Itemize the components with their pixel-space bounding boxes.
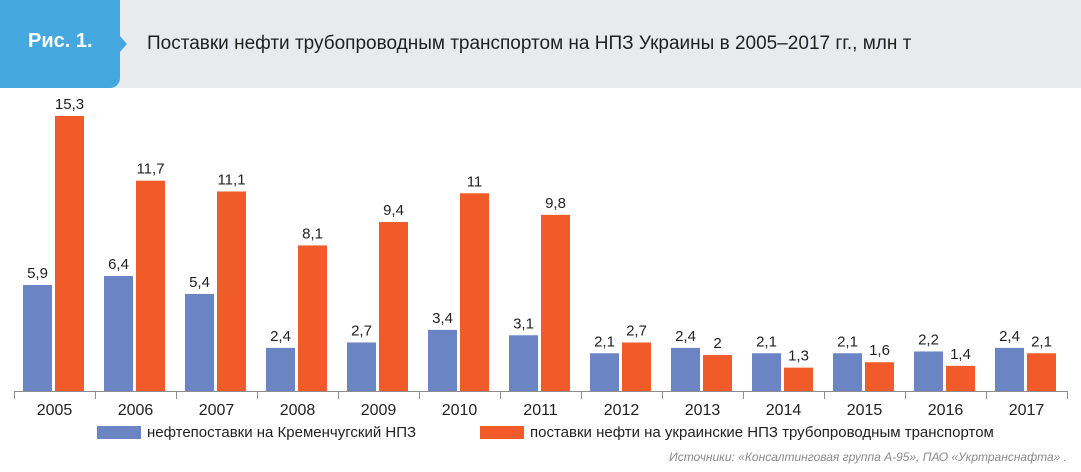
data-label-series-1-2009: 2,7 bbox=[351, 322, 372, 339]
legend-item-series-1: нефтепоставки на Кременчугский НПЗ bbox=[97, 424, 416, 441]
data-label-series-2-2013: 2 bbox=[713, 335, 721, 352]
data-label-series-1-2016: 2,2 bbox=[918, 331, 939, 348]
bar-series-1-2012 bbox=[590, 353, 619, 391]
data-label-series-1-2012: 2,1 bbox=[594, 333, 615, 350]
data-label-series-2-2015: 1,6 bbox=[869, 342, 890, 359]
legend: нефтепоставки на Кременчугский НПЗ поста… bbox=[0, 424, 1081, 446]
data-label-series-2-2008: 8,1 bbox=[302, 225, 323, 242]
data-label-series-2-2009: 9,4 bbox=[383, 202, 404, 219]
bar-series-1-2017 bbox=[995, 347, 1024, 391]
data-label-series-1-2008: 2,4 bbox=[270, 328, 291, 345]
bar-series-1-2014 bbox=[752, 353, 781, 391]
legend-label-series-1: нефтепоставки на Кременчугский НПЗ bbox=[147, 424, 417, 441]
x-tick-label-2008: 2008 bbox=[280, 402, 316, 419]
data-label-series-2-2007: 11,1 bbox=[217, 171, 245, 188]
bar-series-1-2015 bbox=[833, 353, 862, 391]
x-tick-label-2011: 2011 bbox=[523, 402, 558, 419]
x-tick-label-2016: 2016 bbox=[928, 402, 964, 419]
bar-series-2-2008 bbox=[298, 245, 327, 391]
x-tick-label-2009: 2009 bbox=[361, 402, 397, 419]
legend-swatch-series-1 bbox=[97, 426, 141, 439]
legend-swatch-series-2 bbox=[480, 426, 524, 439]
data-label-series-2-2017: 2,1 bbox=[1031, 333, 1052, 350]
bar-series-2-2005 bbox=[55, 116, 84, 391]
data-label-series-1-2013: 2,4 bbox=[675, 328, 696, 345]
bar-series-2-2016 bbox=[946, 365, 975, 391]
bar-series-1-2007 bbox=[185, 293, 214, 391]
bar-series-2-2009 bbox=[379, 222, 408, 391]
bar-series-1-2005 bbox=[23, 284, 52, 391]
figure-number: Рис. 1. bbox=[28, 30, 93, 52]
bar-series-2-2017 bbox=[1027, 353, 1056, 391]
data-label-series-2-2014: 1,3 bbox=[788, 348, 809, 365]
bar-series-2-2011 bbox=[541, 214, 570, 391]
bar-series-1-2008 bbox=[266, 347, 295, 391]
data-label-series-2-2012: 2,7 bbox=[626, 322, 647, 339]
bar-chart: 5,9 15,3 2005 6,4 11,7 2006 5,4 11,1 2007 2,4 8,1 2… bbox=[14, 96, 1068, 419]
data-label-series-2-2006: 11,7 bbox=[136, 161, 164, 178]
bar-series-2-2014 bbox=[784, 367, 813, 391]
legend-item-series-2: поставки нефти на украинские НПЗ трубопр… bbox=[480, 424, 994, 441]
legend-label-series-2: поставки нефти на украинские НПЗ трубопр… bbox=[530, 424, 994, 441]
data-label-series-1-2010: 3,4 bbox=[432, 310, 453, 327]
bar-series-1-2010 bbox=[428, 329, 457, 391]
bar-series-1-2016 bbox=[914, 351, 943, 391]
data-label-series-1-2005: 5,9 bbox=[27, 265, 48, 282]
bar-series-2-2012 bbox=[622, 342, 651, 391]
bar-series-2-2006 bbox=[136, 180, 165, 391]
badge-arrow-icon bbox=[119, 35, 127, 53]
data-label-series-1-2014: 2,1 bbox=[756, 333, 777, 350]
bar-series-2-2007 bbox=[217, 191, 246, 391]
data-label-series-1-2015: 2,1 bbox=[837, 333, 858, 350]
data-label-series-2-2010: 11 bbox=[467, 173, 483, 190]
bar-series-2-2015 bbox=[865, 362, 894, 391]
x-tick-label-2013: 2013 bbox=[685, 402, 721, 419]
data-label-series-1-2011: 3,1 bbox=[513, 315, 534, 332]
x-tick-label-2007: 2007 bbox=[199, 402, 235, 419]
x-tick-label-2015: 2015 bbox=[847, 402, 883, 419]
bar-series-1-2006 bbox=[104, 275, 133, 391]
bar-series-2-2010 bbox=[460, 193, 489, 391]
x-tick-label-2012: 2012 bbox=[604, 402, 640, 419]
bar-series-2-2013 bbox=[703, 355, 732, 391]
bar-series-1-2011 bbox=[509, 335, 538, 391]
x-tick-label-2006: 2006 bbox=[118, 402, 154, 419]
bar-series-1-2009 bbox=[347, 342, 376, 391]
x-tick-label-2010: 2010 bbox=[442, 402, 478, 419]
x-tick-label-2017: 2017 bbox=[1009, 402, 1045, 419]
x-tick-label-2014: 2014 bbox=[766, 402, 802, 419]
figure-badge: Рис. 1. bbox=[0, 0, 120, 88]
data-label-series-2-2011: 9,8 bbox=[545, 195, 566, 212]
data-label-series-1-2017: 2,4 bbox=[999, 328, 1020, 345]
data-label-series-1-2007: 5,4 bbox=[189, 274, 210, 291]
x-tick-label-2005: 2005 bbox=[37, 402, 73, 419]
bar-series-1-2013 bbox=[671, 347, 700, 391]
chart-title: Поставки нефти трубопроводным транспорто… bbox=[147, 33, 912, 54]
source-note: Источники: «Консалтинговая группа А-95»,… bbox=[669, 450, 1067, 464]
data-label-series-2-2016: 1,4 bbox=[950, 346, 971, 363]
data-label-series-1-2006: 6,4 bbox=[108, 256, 129, 273]
data-label-series-2-2005: 15,3 bbox=[55, 96, 84, 113]
header-bar: Рис. 1. Поставки нефти трубопроводным тр… bbox=[0, 0, 1081, 88]
